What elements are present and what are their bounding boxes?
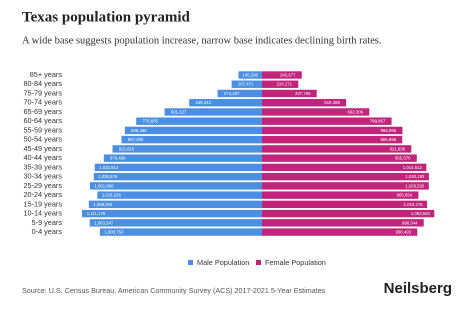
bar: [262, 71, 302, 79]
bar: [189, 99, 262, 107]
age-label: 10-14 years: [23, 209, 62, 218]
bar: [262, 191, 419, 199]
value-label: 1,030,192: [405, 174, 425, 179]
bar: [262, 154, 417, 162]
value-label: 1,014,612: [403, 165, 423, 170]
age-label: 45-49 years: [23, 144, 62, 153]
bar: [121, 135, 262, 144]
age-label: 0-4 years: [32, 227, 63, 236]
value-label: 519,388: [324, 100, 340, 105]
bar: [262, 145, 412, 153]
age-label: 80-84 years: [23, 79, 62, 88]
bar: [262, 117, 392, 125]
bar: [217, 89, 262, 98]
value-label: 337,785: [295, 91, 311, 96]
age-label: 85+ years: [30, 70, 63, 79]
bar: [112, 145, 262, 153]
bar: [262, 200, 428, 209]
age-label: 15-19 years: [23, 199, 62, 208]
bar: [262, 99, 347, 107]
legend-swatch: [256, 260, 261, 265]
age-label: 40-44 years: [23, 153, 62, 162]
bar: [103, 154, 262, 162]
age-label: 65-69 years: [23, 107, 62, 116]
bar: [82, 209, 262, 218]
value-label: 187,471: [238, 82, 254, 87]
age-label: 50-54 years: [23, 135, 62, 144]
value-label: 922,810: [119, 146, 135, 151]
bar: [88, 200, 262, 209]
value-label: 965,654: [397, 193, 413, 198]
value-label: 1,029,530: [405, 183, 425, 188]
age-label: 75-79 years: [23, 88, 62, 97]
value-label: 1,063,663: [411, 211, 431, 216]
value-label: 865,898: [380, 137, 396, 142]
value-label: 1,068,934: [93, 202, 113, 207]
value-label: 1,063,347: [94, 220, 114, 225]
bar: [262, 80, 299, 88]
value-label: 1,111,176: [87, 211, 106, 216]
bar: [262, 182, 429, 190]
bar: [93, 172, 262, 181]
bar: [124, 126, 262, 135]
legend-label: Male Population: [197, 258, 249, 267]
bar: [262, 163, 427, 172]
value-label: 955,576: [395, 156, 411, 161]
legend-label: Female Population: [265, 258, 326, 267]
bar: [164, 108, 262, 116]
bar: [262, 108, 370, 116]
bar: [262, 172, 429, 181]
bar: [262, 219, 424, 227]
value-label: 998,344: [402, 220, 418, 225]
age-label: 30-34 years: [23, 172, 62, 181]
value-label: 1,000,753: [104, 230, 124, 235]
age-label: 35-39 years: [23, 162, 62, 171]
value-label: 846,495: [131, 128, 147, 133]
value-label: 976,499: [110, 156, 126, 161]
value-label: 245,677: [280, 72, 296, 77]
value-label: 921,896: [390, 146, 406, 151]
value-label: 274,187: [224, 91, 240, 96]
value-label: 449,443: [195, 100, 211, 105]
bar: [238, 71, 262, 79]
value-label: 601,327: [171, 109, 187, 114]
bar: [89, 219, 262, 227]
value-label: 1,061,896: [94, 183, 114, 188]
bar: [262, 228, 418, 236]
age-label: 5-9 years: [32, 218, 63, 227]
value-label: 776,605: [142, 119, 158, 124]
bar: [262, 126, 403, 135]
bar: [97, 191, 262, 199]
source: Source: U.S. Census Bureau, American Com…: [22, 286, 326, 295]
bar: [262, 209, 435, 218]
value-label: 1,032,814: [99, 165, 119, 170]
bar: [89, 182, 262, 190]
bar: [262, 135, 403, 144]
value-label: 958,493: [395, 230, 411, 235]
value-label: 224,171: [277, 82, 293, 87]
bar: [136, 117, 262, 125]
bar: [231, 80, 262, 88]
value-label: 867,290: [128, 137, 144, 142]
value-label: 1,016,226: [102, 193, 122, 198]
age-label: 20-24 years: [23, 190, 62, 199]
legend-swatch: [188, 260, 193, 265]
brand-logo: Neilsberg: [384, 280, 452, 297]
value-label: 799,867: [370, 119, 386, 124]
value-label: 145,290: [242, 72, 258, 77]
age-label: 25-29 years: [23, 181, 62, 190]
bar: [94, 163, 262, 172]
bar: [262, 89, 317, 98]
chart-title: Texas population pyramid: [22, 9, 190, 25]
value-label: 662,306: [348, 109, 364, 114]
chart-subtitle: A wide base suggests population increase…: [22, 35, 382, 46]
value-label: 1,038,576: [98, 174, 118, 179]
bar: [99, 228, 262, 236]
value-label: 1,019,276: [404, 202, 424, 207]
age-label: 60-64 years: [23, 116, 62, 125]
age-label: 55-59 years: [23, 125, 62, 134]
age-label: 70-74 years: [23, 98, 62, 107]
value-label: 866,995: [381, 128, 397, 133]
